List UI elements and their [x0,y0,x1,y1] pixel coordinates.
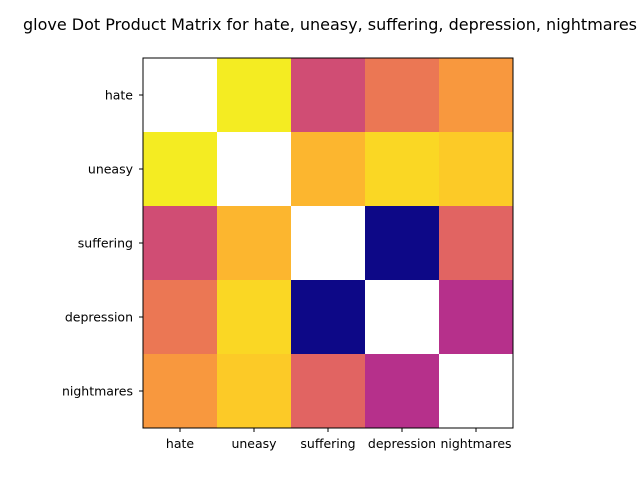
y-tick-label: depression [65,310,133,325]
heatmap-cell [439,280,514,355]
heatmap-cell [217,280,292,355]
heatmap-cell [143,132,218,207]
heatmap-cell [365,354,440,429]
heatmap-cell [143,354,218,429]
heatmap-cell [291,58,366,133]
x-tick-label: depression [368,436,436,451]
chart-title: glove Dot Product Matrix for hate, uneas… [23,15,637,34]
heatmap-cell [439,132,514,207]
heatmap-cell [143,280,218,355]
axis-ticks: hate uneasy suffering depression nightmares h… [62,88,512,452]
x-tick-label: suffering [300,436,355,451]
heatmap-cell [439,206,514,281]
x-tick-label: nightmares [440,436,511,451]
y-tick-label: hate [105,88,133,103]
x-tick-label: hate [166,436,194,451]
heatmap-cell [291,132,366,207]
heatmap-cell [365,280,440,355]
heatmap-cell [291,280,366,355]
heatmap-cell [143,206,218,281]
heatmap-cell [217,206,292,281]
heatmap-cells [143,58,514,429]
y-tick-label: suffering [78,236,133,251]
heatmap-cell [291,206,366,281]
x-tick-label: uneasy [231,436,277,451]
heatmap-cell [365,132,440,207]
heatmap-cell [217,132,292,207]
heatmap-cell [365,58,440,133]
heatmap-cell [217,354,292,429]
heatmap-cell [365,206,440,281]
heatmap-cell [217,58,292,133]
heatmap-cell [439,354,514,429]
y-tick-label: nightmares [62,384,133,399]
heatmap-cell [291,354,366,429]
heatmap-cell [143,58,218,133]
heatmap-cell [439,58,514,133]
y-tick-label: uneasy [88,162,134,177]
